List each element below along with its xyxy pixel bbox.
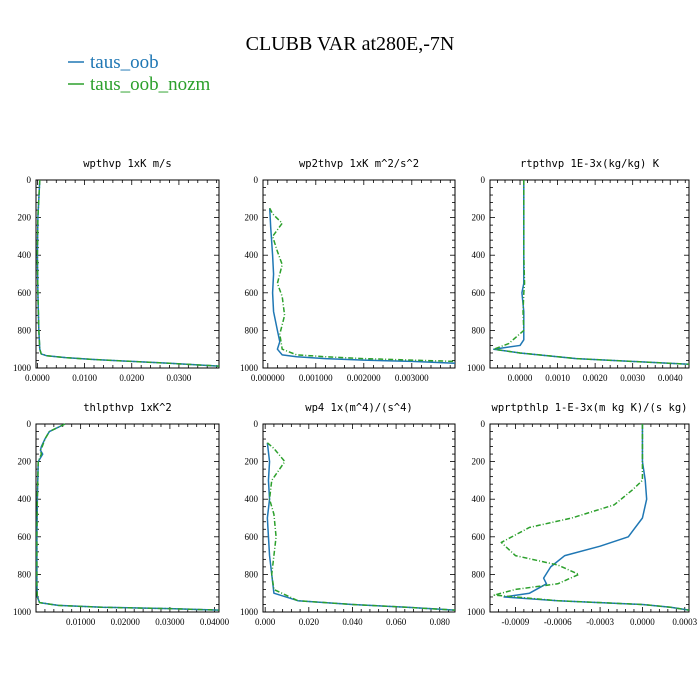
y-tick-label: 600 [472,288,486,298]
y-tick-label: 0 [254,175,259,185]
x-tick-label: 0.040 [342,617,363,627]
y-tick-label: 200 [18,213,32,223]
series-line-taus-oob-nozm [36,423,220,611]
y-tick-label: 200 [245,213,259,223]
y-tick-label: 400 [245,494,259,504]
x-tick-label: 0.02000 [111,617,141,627]
x-tick-label: 0.080 [430,617,451,627]
x-tick-label: 0.01000 [66,617,96,627]
y-tick-label: 1000 [467,607,486,617]
x-tick-label: 0.0300 [167,373,192,383]
legend-label-taus-oob: taus_oob [90,52,159,73]
y-tick-label: 0 [481,175,486,185]
panel-3: rtpthvp 1E-3x(kg/kg) K 0 200 400 600 800 1000 0… [467,158,690,383]
y-tick-label: 0 [27,419,32,429]
x-tick-label: 0.020 [299,617,320,627]
series-line-taus-oob-nozm [36,179,220,367]
y-tick-label: 1000 [467,363,486,373]
panel-title: wp2thvp 1xK m^2/s^2 [299,158,419,170]
x-tick-label: 0.0000 [25,373,50,383]
y-tick-label: 400 [245,250,259,260]
series-line-taus-oob [36,179,220,367]
y-tick-label: 600 [472,532,486,542]
y-tick-label: 200 [472,457,486,467]
y-tick-label: 0 [27,175,32,185]
y-tick-label: 600 [18,288,32,298]
figure-title: CLUBB VAR at280E,-7N [246,33,455,55]
plot-frame [489,423,690,613]
panel-title: thlpthvp 1xK^2 [83,402,172,414]
legend-label-taus-oob-nozm: taus_oob_nozm [90,74,211,95]
y-tick-label: 200 [472,213,486,223]
series-line-taus-oob [493,180,690,365]
y-tick-label: 0 [481,419,486,429]
y-tick-label: 800 [245,325,259,335]
panel-4: thlpthvp 1xK^2 0 200 400 600 800 1000 0.01000 0.… [13,402,230,627]
series-line-taus-oob-nozm [269,207,456,363]
y-tick-label: 400 [472,250,486,260]
y-tick-label: 800 [472,325,486,335]
x-tick-label: 0.060 [386,617,407,627]
y-tick-label: 1000 [13,607,32,617]
x-tick-label: 0.000000 [251,373,285,383]
x-tick-label: 0.03000 [155,617,185,627]
panel-title: rtpthvp 1E-3x(kg/kg) K [520,158,660,170]
x-tick-label: 0.0100 [72,373,97,383]
y-tick-label: 800 [472,569,486,579]
x-tick-label: 0.04000 [200,617,230,627]
series-line-taus-oob-nozm [266,442,456,611]
y-tick-label: 600 [245,532,259,542]
panel-title: wprtpthlp 1-E-3x(m kg K)/(s kg) [492,402,688,414]
series-line-taus-oob [268,208,456,365]
y-tick-label: 0 [254,419,259,429]
panel-2: wp2thvp 1xK m^2/s^2020040060080010000.00… [240,158,456,383]
y-tick-label: 600 [18,532,32,542]
x-tick-label: 0.002000 [347,373,381,383]
series-line-taus-oob [266,442,456,611]
x-tick-label: 0.0040 [658,373,683,383]
x-tick-label: 0.0000 [508,373,533,383]
y-tick-label: 400 [472,494,486,504]
y-tick-label: 600 [245,288,259,298]
y-tick-label: 1000 [240,363,259,373]
y-tick-label: 800 [18,569,32,579]
series-line-taus-oob [503,424,690,611]
x-tick-label: 0.003000 [395,373,429,383]
panel-title: wpthvp 1xK m/s [83,158,172,170]
x-tick-label: 0.0020 [583,373,608,383]
plot-frame [262,423,456,613]
series-line-taus-oob-nozm [493,424,690,611]
y-tick-label: 200 [18,457,32,467]
y-tick-label: 1000 [13,363,32,373]
x-tick-label: 0.0010 [545,373,570,383]
panel-title: wp4 1x(m^4)/(s^4) [305,402,412,414]
y-tick-label: 200 [245,457,259,467]
plot-frame [489,179,690,369]
plot-frame [35,423,220,613]
x-tick-label: 0.0200 [119,373,144,383]
x-tick-label: 0.000 [255,617,276,627]
series-line-taus-oob [36,423,220,611]
series-line-taus-oob-nozm [493,180,690,365]
plot-frame [35,179,220,369]
y-tick-label: 1000 [240,607,259,617]
plot-frame [262,179,456,369]
x-tick-label: 0.001000 [299,373,333,383]
legend: taus_oob taus_oob_nozm [68,52,211,95]
y-tick-label: 400 [18,250,32,260]
x-tick-label: -0.0006 [544,617,572,627]
x-tick-label: -0.0003 [586,617,614,627]
x-tick-label: 0.0030 [620,373,645,383]
y-tick-label: 400 [18,494,32,504]
y-tick-label: 800 [245,569,259,579]
y-tick-label: 800 [18,325,32,335]
panel-6: wprtpthlp 1-E-3x(m kg K)/(s kg) 0 200 400 60… [467,402,698,627]
x-tick-label: -0.0009 [502,617,530,627]
x-tick-label: 0.0000 [630,617,655,627]
x-tick-label: 0.0003 [672,617,697,627]
